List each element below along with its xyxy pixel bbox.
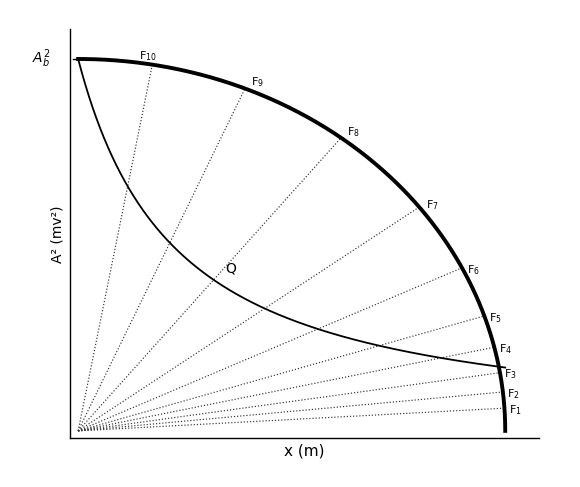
X-axis label: x (m): x (m) [284, 444, 325, 459]
Text: Q: Q [226, 261, 237, 275]
Text: F$_5$: F$_5$ [488, 311, 501, 325]
Text: F$_8$: F$_8$ [347, 125, 360, 139]
Text: F$_{10}$: F$_{10}$ [139, 50, 157, 63]
Y-axis label: A² (mv²): A² (mv²) [50, 205, 64, 262]
Text: F$_2$: F$_2$ [507, 387, 520, 401]
Text: F$_4$: F$_4$ [499, 342, 512, 356]
Text: $A_b^2$: $A_b^2$ [32, 48, 51, 70]
Text: F$_3$: F$_3$ [504, 368, 517, 381]
Text: F$_6$: F$_6$ [467, 263, 480, 277]
Text: F$_1$: F$_1$ [509, 403, 521, 417]
Text: F$_9$: F$_9$ [251, 75, 264, 89]
Text: F$_7$: F$_7$ [426, 198, 438, 212]
